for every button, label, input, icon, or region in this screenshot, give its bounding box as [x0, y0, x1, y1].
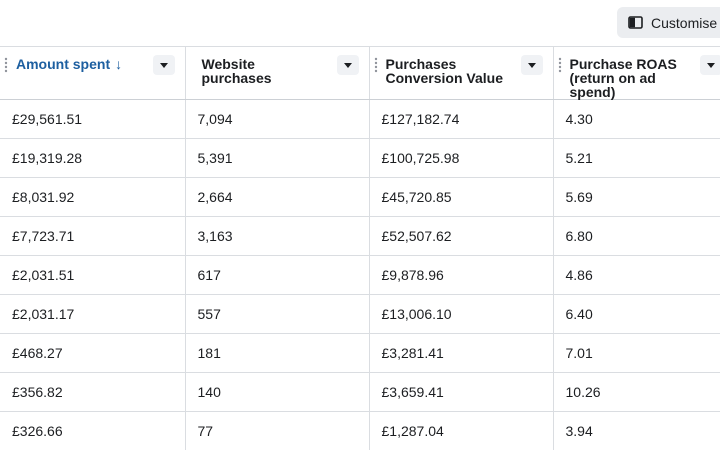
- cell-amount-spent: £326.66: [0, 411, 186, 450]
- cell-conversion-value: £1,287.04: [369, 411, 554, 450]
- customise-button[interactable]: Customise: [617, 7, 720, 38]
- column-header-purchases-conversion-value[interactable]: Purchases Conversion Value: [369, 46, 554, 100]
- table-row[interactable]: £356.82 140 £3,659.41 10.26: [0, 372, 720, 412]
- column-header-purchase-roas[interactable]: Purchase ROAS (return on ad spend): [553, 46, 720, 100]
- column-label-amount-spent: Amount spent: [16, 56, 111, 72]
- cell-website-purchases: 557: [185, 294, 370, 334]
- column-header-website-purchases[interactable]: Website purchases: [185, 46, 370, 100]
- table-row[interactable]: £2,031.51 617 £9,878.96 4.86: [0, 255, 720, 295]
- cell-website-purchases: 3,163: [185, 216, 370, 256]
- cell-conversion-value: £13,006.10: [369, 294, 554, 334]
- header-row: Amount spent ↓ Website purchases: [0, 46, 720, 100]
- table-row[interactable]: £19,319.28 5,391 £100,725.98 5.21: [0, 138, 720, 178]
- cell-conversion-value: £9,878.96: [369, 255, 554, 295]
- drag-handle-icon[interactable]: [374, 57, 378, 73]
- cell-purchase-roas: 3.94: [553, 411, 720, 450]
- table-row[interactable]: £29,561.51 7,094 £127,182.74 4.30: [0, 99, 720, 139]
- column-label-line-2: Conversion Value: [385, 70, 503, 86]
- cell-amount-spent: £7,723.71: [0, 216, 186, 256]
- results-table: Amount spent ↓ Website purchases: [0, 46, 720, 450]
- caret-down-icon: [706, 62, 715, 68]
- cell-conversion-value: £3,281.41: [369, 333, 554, 373]
- cell-amount-spent: £19,319.28: [0, 138, 186, 178]
- cell-purchase-roas: 6.40: [553, 294, 720, 334]
- table-row[interactable]: £326.66 77 £1,287.04 3.94: [0, 411, 720, 450]
- cell-amount-spent: £2,031.51: [0, 255, 186, 295]
- cell-amount-spent: £468.27: [0, 333, 186, 373]
- table-body: £29,561.51 7,094 £127,182.74 4.30 £19,31…: [0, 99, 720, 450]
- cell-website-purchases: 140: [185, 372, 370, 412]
- cell-conversion-value: £45,720.85: [369, 177, 554, 217]
- column-header-amount-spent[interactable]: Amount spent ↓: [0, 46, 186, 100]
- cell-purchase-roas: 4.86: [553, 255, 720, 295]
- column-menu-button[interactable]: [699, 55, 720, 75]
- table-row[interactable]: £2,031.17 557 £13,006.10 6.40: [0, 294, 720, 334]
- table-row[interactable]: £468.27 181 £3,281.41 7.01: [0, 333, 720, 373]
- cell-purchase-roas: 4.30: [553, 99, 720, 139]
- cell-purchase-roas: 10.26: [553, 372, 720, 412]
- cell-website-purchases: 7,094: [185, 99, 370, 139]
- table-row[interactable]: £8,031.92 2,664 £45,720.85 5.69: [0, 177, 720, 217]
- column-menu-button[interactable]: [336, 55, 359, 75]
- report-toolbar: Customise: [0, 0, 720, 46]
- column-label-line-2: (return on ad spend): [569, 70, 656, 100]
- column-label-line-1: Purchases: [385, 56, 457, 72]
- cell-website-purchases: 5,391: [185, 138, 370, 178]
- columns-icon: [628, 15, 643, 30]
- sort-descending-icon: ↓: [115, 56, 123, 72]
- cell-conversion-value: £127,182.74: [369, 99, 554, 139]
- table-row[interactable]: £7,723.71 3,163 £52,507.62 6.80: [0, 216, 720, 256]
- caret-down-icon: [159, 62, 168, 68]
- cell-conversion-value: £3,659.41: [369, 372, 554, 412]
- caret-down-icon: [527, 62, 536, 68]
- customise-label: Customise: [651, 14, 718, 31]
- cell-purchase-roas: 5.69: [553, 177, 720, 217]
- cell-website-purchases: 181: [185, 333, 370, 373]
- cell-website-purchases: 617: [185, 255, 370, 295]
- cell-purchase-roas: 6.80: [553, 216, 720, 256]
- drag-handle-icon[interactable]: [4, 57, 8, 73]
- cell-website-purchases: 77: [185, 411, 370, 450]
- caret-down-icon: [343, 62, 352, 68]
- cell-amount-spent: £29,561.51: [0, 99, 186, 139]
- column-label-line-1: Purchase ROAS: [569, 56, 677, 72]
- column-menu-button[interactable]: [152, 55, 175, 75]
- cell-purchase-roas: 5.21: [553, 138, 720, 178]
- cell-purchase-roas: 7.01: [553, 333, 720, 373]
- drag-handle-icon[interactable]: [558, 57, 562, 73]
- cell-amount-spent: £8,031.92: [0, 177, 186, 217]
- column-label-website-purchases: Website purchases: [201, 56, 272, 86]
- cell-conversion-value: £100,725.98: [369, 138, 554, 178]
- column-menu-button[interactable]: [520, 55, 543, 75]
- cell-amount-spent: £356.82: [0, 372, 186, 412]
- cell-amount-spent: £2,031.17: [0, 294, 186, 334]
- cell-conversion-value: £52,507.62: [369, 216, 554, 256]
- cell-website-purchases: 2,664: [185, 177, 370, 217]
